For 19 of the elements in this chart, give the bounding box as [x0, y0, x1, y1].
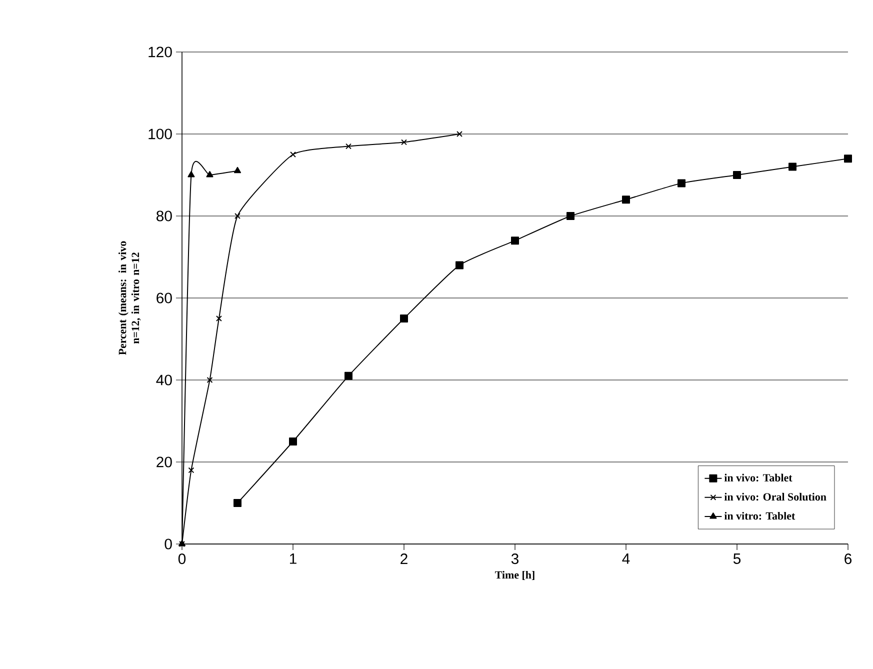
legend-label: in vitro: Tablet	[724, 512, 796, 520]
y-axis-title: Percent (means: in vivo n=12, in vitro n=12	[118, 241, 141, 355]
y-tick-label: 40	[156, 374, 172, 386]
legend-label: in vivo: Tablet	[724, 474, 792, 482]
y-tick-label: 60	[156, 292, 172, 304]
x-tick-label: 5	[733, 554, 741, 564]
x-tick-label: 0	[178, 554, 186, 564]
y-tick-label: 0	[164, 538, 172, 550]
legend-label: in vivo: Oral Solution	[724, 492, 826, 501]
y-tick-label: 80	[156, 210, 172, 222]
x-tick-label: 3	[511, 554, 518, 564]
y-tick-label: 20	[156, 456, 172, 468]
x-axis-title: Time [h]	[495, 570, 534, 580]
x-tick-label: 1	[290, 554, 296, 564]
x-tick-label: 4	[622, 554, 630, 564]
x-tick-label: 6	[844, 554, 852, 564]
x-tick-label: 2	[400, 554, 408, 564]
y-tick-label: 100	[148, 128, 172, 140]
y-tick-label: 120	[148, 46, 172, 58]
